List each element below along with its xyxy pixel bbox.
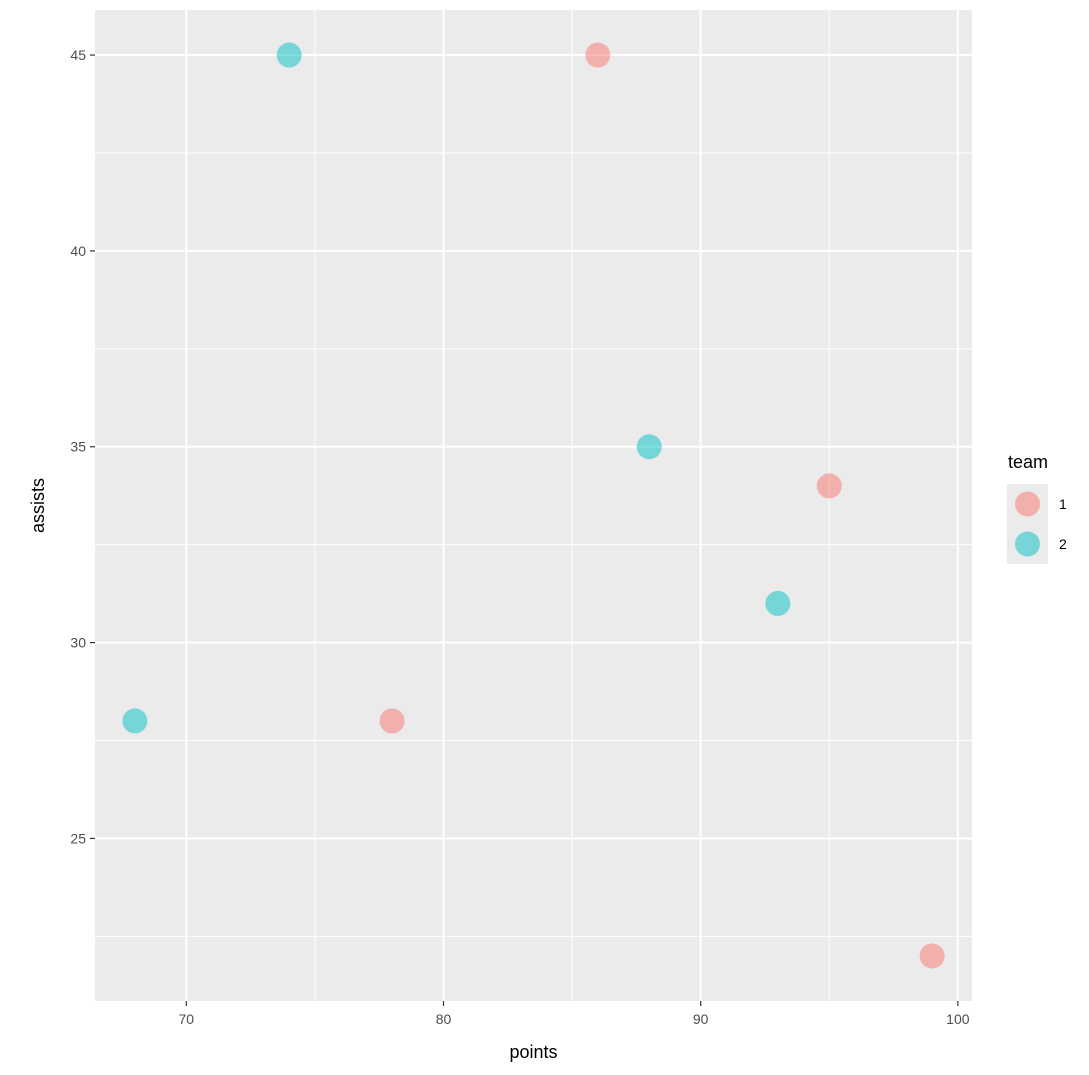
x-tick-label: 70 (179, 1011, 195, 1027)
legend-key-team-2 (1015, 531, 1040, 557)
data-point-team-1 (585, 42, 611, 68)
y-tick-label: 40 (70, 243, 86, 259)
data-point-team-1 (919, 943, 945, 969)
data-point-team-2 (122, 708, 148, 734)
legend-key-team-1 (1015, 491, 1040, 517)
y-tick-label: 30 (70, 635, 86, 651)
minor-gridlines (95, 10, 972, 1001)
legend-label-team-1: 1 (1059, 496, 1067, 512)
y-axis-title: assists (28, 478, 48, 533)
legend-label-team-2: 2 (1059, 536, 1067, 552)
y-tick-label: 35 (70, 439, 86, 455)
data-point-team-2 (276, 42, 302, 68)
data-point-team-1 (379, 708, 405, 734)
x-tick-label: 80 (436, 1011, 452, 1027)
data-point-team-2 (765, 590, 791, 616)
plot-panel (95, 10, 972, 1001)
x-tick-label: 90 (693, 1011, 709, 1027)
y-tick-label: 45 (70, 47, 86, 63)
x-axis-ticks: 70 80 90 100 (179, 1001, 970, 1027)
data-point-team-1 (816, 473, 842, 499)
x-tick-label: 100 (946, 1011, 970, 1027)
legend-entries: 12 (1007, 484, 1067, 564)
y-axis-ticks: 25 30 35 40 45 (70, 47, 95, 846)
data-point-team-2 (636, 434, 662, 460)
y-tick-label: 25 (70, 830, 86, 846)
major-gridlines (95, 10, 972, 1001)
legend: team 12 (1007, 452, 1067, 564)
legend-title: team (1008, 452, 1048, 472)
data-points (122, 42, 945, 969)
x-axis-title: points (509, 1042, 557, 1062)
